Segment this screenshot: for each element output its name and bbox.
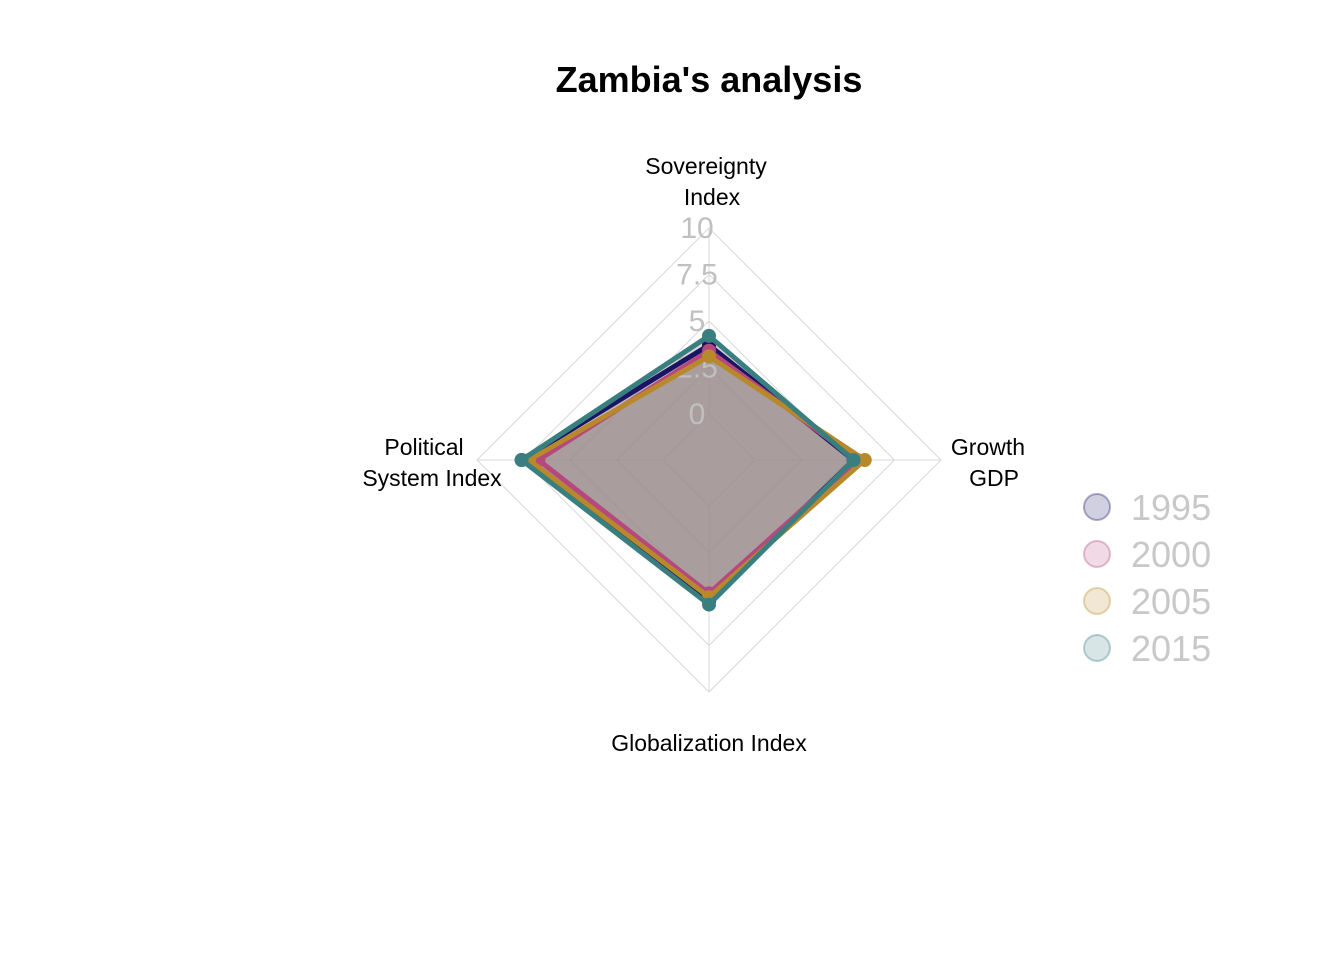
- legend-item-2000: 2000: [1083, 534, 1211, 575]
- legend-swatch-2005: [1083, 587, 1111, 615]
- axis-label-0-line-1: Index: [684, 184, 741, 210]
- axis-label-2: Globalization Index: [611, 730, 807, 756]
- chart-title: Zambia's analysis: [556, 59, 863, 100]
- radial-tick-labels: 02.557.510: [676, 212, 718, 431]
- data-point-2015-3: [514, 453, 529, 467]
- legend-swatch-2015: [1083, 634, 1111, 662]
- legend-item-2015: 2015: [1083, 628, 1211, 669]
- axis-label-1-line-1: GDP: [969, 465, 1019, 491]
- axis-label-3-line-0: Political: [384, 434, 463, 460]
- tick-label-3: 7.5: [676, 259, 718, 292]
- axis-label-1-line-0: Growth: [951, 434, 1025, 460]
- legend-item-2005: 2005: [1083, 581, 1211, 622]
- tick-label-4: 10: [680, 212, 713, 245]
- legend-swatch-1995: [1083, 493, 1111, 521]
- series-fill-2005: [529, 356, 865, 598]
- legend-item-1995: 1995: [1083, 487, 1211, 528]
- axis-label-2-line-0: Globalization Index: [611, 730, 807, 756]
- legend: 1995 2000 2005 2015: [1083, 487, 1211, 669]
- data-point-2005-0: [702, 349, 716, 364]
- axis-label-3: Political System Index: [362, 434, 502, 491]
- axis-label-1: Growth GDP: [951, 434, 1025, 491]
- series-2015: [514, 328, 861, 612]
- legend-label-2005: 2005: [1131, 581, 1211, 622]
- legend-label-2015: 2015: [1131, 628, 1211, 669]
- legend-label-2000: 2000: [1131, 534, 1211, 575]
- axis-label-3-line-1: System Index: [362, 465, 502, 491]
- axis-label-0-line-0: Sovereignty: [645, 153, 767, 179]
- tick-label-0: 0: [689, 398, 706, 431]
- tick-label-2: 5: [689, 305, 706, 338]
- legend-label-1995: 1995: [1131, 487, 1211, 528]
- data-point-2015-0: [702, 328, 716, 343]
- axis-label-0: Sovereignty Index: [645, 153, 767, 210]
- series-lines: [514, 328, 872, 612]
- data-point-2015-1: [846, 453, 861, 467]
- legend-swatch-2000: [1083, 540, 1111, 568]
- data-point-2005-1: [857, 453, 872, 467]
- data-point-2015-2: [702, 597, 716, 612]
- axis-labels: Sovereignty Index Growth GDP Globalization I…: [362, 153, 1025, 756]
